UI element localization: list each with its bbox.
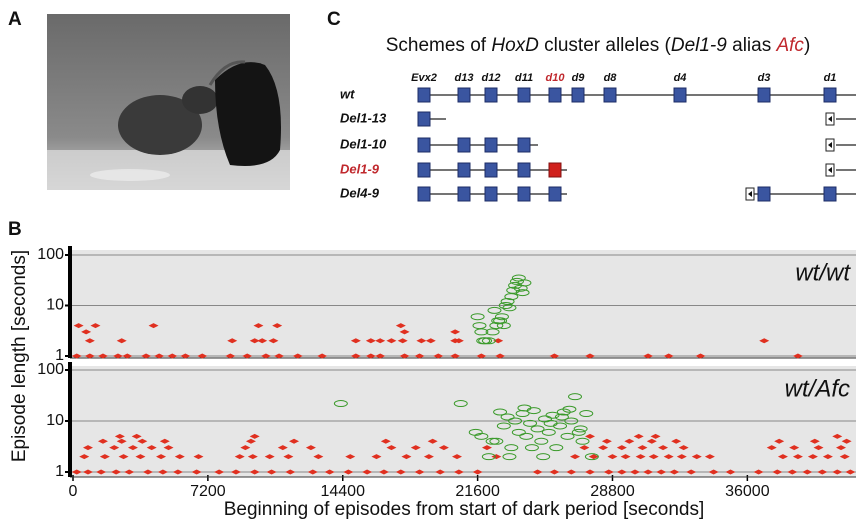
y-tick-label: 1	[55, 463, 64, 480]
title-part: HoxD	[491, 35, 539, 56]
x-tick-label: 36000	[725, 483, 770, 500]
title-part: alias	[727, 35, 777, 56]
plot-background	[70, 250, 856, 358]
gene-label: d13	[455, 72, 474, 84]
gene-box	[758, 187, 770, 201]
gene-box	[485, 88, 497, 102]
gene-box	[604, 88, 616, 102]
gene-box	[458, 88, 470, 102]
title-part: Del1-9	[671, 35, 727, 56]
panel-label: B	[8, 219, 22, 240]
title-part: Afc	[775, 35, 804, 56]
x-tick-label: 7200	[190, 483, 226, 500]
gene-box	[458, 187, 470, 201]
x-axis-label: Beginning of episodes from start of dark…	[224, 499, 705, 520]
gene-box	[458, 138, 470, 152]
gene-box	[549, 88, 561, 102]
gene-box	[549, 187, 561, 201]
gene-box	[485, 187, 497, 201]
gene-box	[418, 112, 430, 126]
x-tick-label: 14400	[320, 483, 365, 500]
scheme-title: Schemes of HoxD cluster alleles (Del1-9 …	[386, 35, 811, 56]
gene-box	[418, 88, 430, 102]
gene-box	[824, 187, 836, 201]
gene-label: d11	[515, 72, 533, 84]
gene-label: d4	[674, 72, 687, 84]
gene-box	[418, 163, 430, 177]
gene-box	[758, 88, 770, 102]
x-tick-label: 28800	[590, 483, 635, 500]
x-tick-label: 0	[69, 483, 78, 500]
gene-box	[458, 163, 470, 177]
gene-box	[485, 138, 497, 152]
x-tick-label: 21600	[455, 483, 500, 500]
photo	[47, 14, 290, 190]
gene-box	[824, 88, 836, 102]
y-tick-label: 10	[46, 297, 64, 314]
title-part: )	[804, 35, 810, 56]
gene-box	[518, 138, 530, 152]
allele-label: Del1-9	[340, 161, 380, 176]
figure: A B C Schemes of HoxD cluster alleles (D…	[0, 0, 856, 521]
annotation: wt/wt	[795, 259, 851, 286]
gene-box	[418, 187, 430, 201]
annotation: wt/Afc	[785, 375, 850, 402]
gene-box-deleted	[549, 163, 561, 177]
title-part: cluster alleles (	[539, 35, 672, 56]
y-tick-label: 100	[37, 246, 64, 263]
gene-label: d8	[604, 72, 618, 84]
y-tick-label: 10	[46, 412, 64, 429]
gene-box	[418, 138, 430, 152]
allele-label: Del1-10	[340, 136, 387, 151]
gene-box	[518, 187, 530, 201]
gene-box	[518, 163, 530, 177]
gene-label: d9	[572, 72, 586, 84]
panel-label: C	[327, 9, 341, 30]
gene-label: d12	[482, 72, 501, 84]
gene-label: d3	[758, 72, 771, 84]
gene-label: d10	[546, 72, 566, 84]
y-tick-label: 100	[37, 361, 64, 378]
panel-label: A	[8, 9, 22, 30]
allele-label: Del4-9	[340, 185, 380, 200]
gene-box	[674, 88, 686, 102]
gene-label: d1	[824, 72, 837, 84]
gene-box	[572, 88, 584, 102]
allele-label: Del1-13	[340, 110, 387, 125]
y-axis-label: Episode length [seconds]	[9, 250, 30, 462]
title-part: Schemes of	[386, 35, 492, 56]
gene-box	[518, 88, 530, 102]
gene-box	[485, 163, 497, 177]
allele-label: wt	[340, 86, 355, 101]
gene-label: Evx2	[411, 72, 437, 84]
